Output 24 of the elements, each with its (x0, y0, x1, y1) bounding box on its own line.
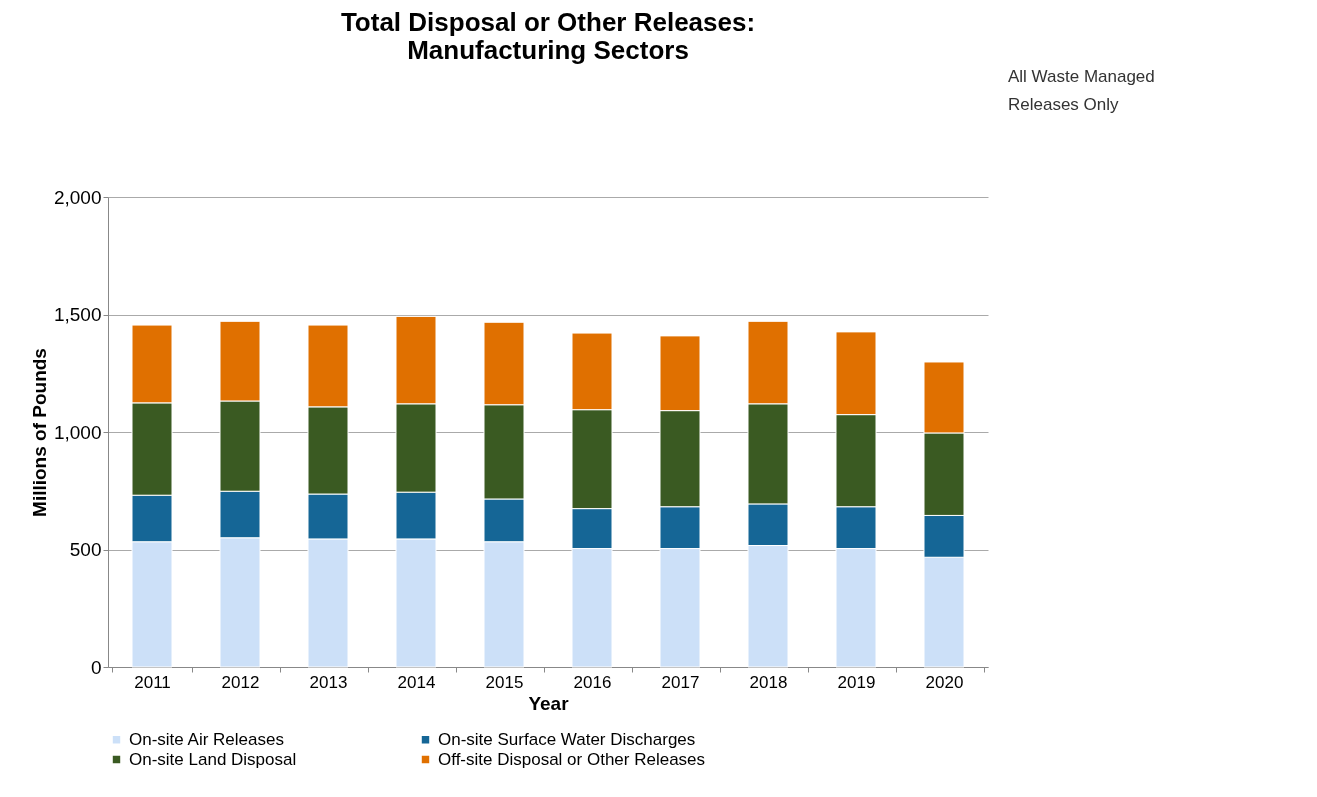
text: Releases Only (1008, 95, 1120, 114)
x-tick-label: 2015 (485, 672, 524, 692)
text: All Waste Managed (1008, 67, 1155, 86)
legend-label: On-site Surface Water Discharges (438, 729, 696, 749)
x-tick-label: 2020 (925, 672, 964, 692)
y-tick-label: 1,500 (53, 304, 102, 325)
legend-label: On-site Air Releases (129, 729, 284, 749)
x-tick-label: 2017 (661, 672, 700, 692)
y-tick-label: 2,000 (53, 186, 102, 208)
x-tick-label: 2016 (573, 672, 612, 692)
x-tick-label: 2018 (749, 672, 788, 692)
y-tick-label: 500 (69, 539, 102, 560)
x-tick-label: 2019 (837, 672, 876, 692)
x-tick-label: 2014 (397, 672, 436, 692)
y-tick-label: 1,000 (53, 421, 102, 443)
y-tick-label: 0 (90, 656, 102, 678)
x-tick-label: 2013 (309, 672, 348, 692)
y-axis-title: Millions of Pounds (28, 348, 50, 517)
x-axis-title: Year (528, 692, 570, 714)
legend-label: On-site Land Disposal (129, 749, 297, 769)
x-tick-label: 2011 (134, 672, 171, 692)
chart-title: Total Disposal or Other Releases: Manufacturing Sectors (340, 7, 756, 65)
legend-label: Off-site Disposal or Other Releases (438, 749, 706, 769)
x-tick-label: 2012 (221, 672, 260, 692)
